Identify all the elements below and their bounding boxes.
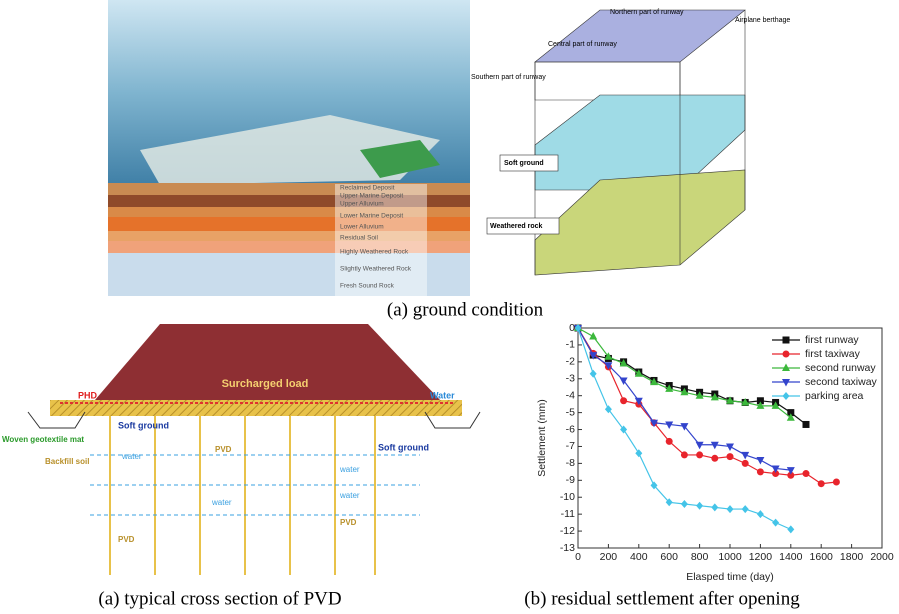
- y-tick-label: -13: [560, 542, 575, 554]
- marker: [681, 500, 688, 508]
- pvd-label: water: [121, 452, 142, 461]
- marker: [726, 443, 734, 451]
- stratum-label: Lower Marine Deposit: [340, 213, 403, 220]
- marker: [782, 364, 790, 372]
- x-tick-label: 1400: [779, 551, 803, 563]
- y-tick-label: -3: [566, 373, 575, 385]
- x-tick-label: 800: [691, 551, 709, 563]
- marker: [742, 460, 749, 467]
- marker: [696, 502, 703, 510]
- y-tick-label: 0: [569, 322, 575, 334]
- diagram-label: Weathered rock: [490, 223, 542, 230]
- figure-page: Reclaimed Deposit Upper Marine Deposit U…: [0, 0, 899, 614]
- marker: [589, 332, 597, 340]
- marker: [783, 392, 790, 400]
- x-tick-label: 1800: [840, 551, 864, 563]
- ground-3d-diagram: [487, 10, 745, 275]
- pvd-label: Water: [430, 390, 455, 400]
- x-tick-label: 1000: [718, 551, 742, 563]
- pvd-label: Surcharged load: [222, 378, 309, 390]
- marker: [696, 442, 704, 450]
- x-tick-label: 200: [600, 551, 618, 563]
- marker: [727, 505, 734, 513]
- marker: [772, 519, 779, 527]
- y-tick-label: -4: [566, 389, 575, 401]
- pvd-label: PVD: [118, 535, 135, 544]
- y-tick-label: -7: [566, 440, 575, 452]
- reclamation-illustration: Reclaimed Deposit Upper Marine Deposit U…: [108, 0, 470, 296]
- caption: (a) typical cross section of PVD: [98, 588, 341, 609]
- series-line: [578, 328, 836, 484]
- marker: [727, 453, 734, 460]
- pvd-label: Woven geotextile mat: [2, 435, 84, 444]
- marker: [782, 379, 790, 387]
- diagram-label: Southern part of runway: [471, 74, 546, 81]
- marker: [666, 438, 673, 445]
- x-tick-label: 0: [575, 551, 581, 563]
- y-tick-label: -9: [566, 474, 575, 486]
- pvd-label: PVD: [340, 518, 357, 527]
- marker: [803, 470, 810, 477]
- marker: [757, 510, 764, 518]
- legend-label: first runway: [805, 334, 859, 346]
- pvd-label: water: [211, 498, 232, 507]
- pvd-label: Backfill soil: [45, 457, 89, 466]
- legend-label: second runway: [805, 362, 876, 374]
- x-tick-label: 1600: [810, 551, 834, 563]
- marker: [711, 503, 718, 511]
- stratum-label: Slightly Weathered Rock: [340, 266, 412, 273]
- figure: Reclaimed Deposit Upper Marine Deposit U…: [0, 0, 899, 614]
- marker: [783, 351, 790, 358]
- stratum-label: Upper Alluvium: [340, 201, 384, 208]
- y-tick-label: -12: [560, 525, 575, 537]
- y-axis-label: Settlement (mm): [536, 399, 548, 477]
- diagram-label: Airplane berthage: [735, 17, 790, 24]
- marker: [742, 505, 749, 513]
- x-tick-label: 1200: [749, 551, 773, 563]
- marker: [711, 455, 718, 462]
- y-tick-label: -6: [566, 423, 575, 435]
- stratum-label: Residual Soil: [340, 235, 378, 242]
- marker: [620, 397, 627, 404]
- pvd-label: Soft ground: [118, 420, 169, 430]
- y-tick-label: -10: [560, 491, 575, 503]
- stratum-label: Highly Weathered Rock: [340, 249, 409, 256]
- marker: [803, 421, 810, 428]
- marker: [833, 479, 840, 486]
- legend-label: second taxiway: [805, 376, 878, 388]
- marker: [757, 468, 764, 475]
- x-tick-label: 2000: [870, 551, 894, 563]
- marker: [696, 451, 703, 458]
- diagram-label: Northern part of runway: [610, 9, 684, 16]
- pvd-label: water: [339, 465, 360, 474]
- y-tick-label: -2: [566, 356, 575, 368]
- y-tick-label: -5: [566, 406, 575, 418]
- marker: [818, 480, 825, 487]
- stratum-label: Lower Alluvium: [340, 224, 384, 231]
- marker: [590, 370, 597, 378]
- pvd-label: water: [339, 491, 360, 500]
- marker: [787, 525, 794, 533]
- marker: [783, 337, 790, 344]
- stratum-label: Upper Marine Deposit: [340, 193, 403, 200]
- y-tick-label: -8: [566, 457, 575, 469]
- x-tick-label: 600: [660, 551, 678, 563]
- marker: [756, 457, 764, 465]
- diagram-label: Central part of runway: [548, 41, 617, 48]
- caption: (b) residual settlement after opening: [524, 588, 800, 609]
- pvd-label: Soft ground: [378, 442, 429, 452]
- y-tick-label: -1: [566, 339, 575, 351]
- x-axis-label: Elasped time (day): [686, 571, 774, 583]
- legend-label: parking area: [805, 390, 864, 402]
- stratum-label: Reclaimed Deposit: [340, 185, 395, 192]
- x-tick-label: 400: [630, 551, 648, 563]
- caption: (a) ground condition: [387, 299, 544, 320]
- y-tick-label: -11: [561, 508, 576, 520]
- legend-label: first taxiway: [805, 348, 861, 360]
- pvd-label: PHD: [78, 390, 98, 400]
- diagram-label: Soft ground: [504, 160, 544, 167]
- marker: [681, 451, 688, 458]
- pvd-label: PVD: [215, 445, 232, 454]
- stratum-label: Fresh Sound Rock: [340, 283, 395, 290]
